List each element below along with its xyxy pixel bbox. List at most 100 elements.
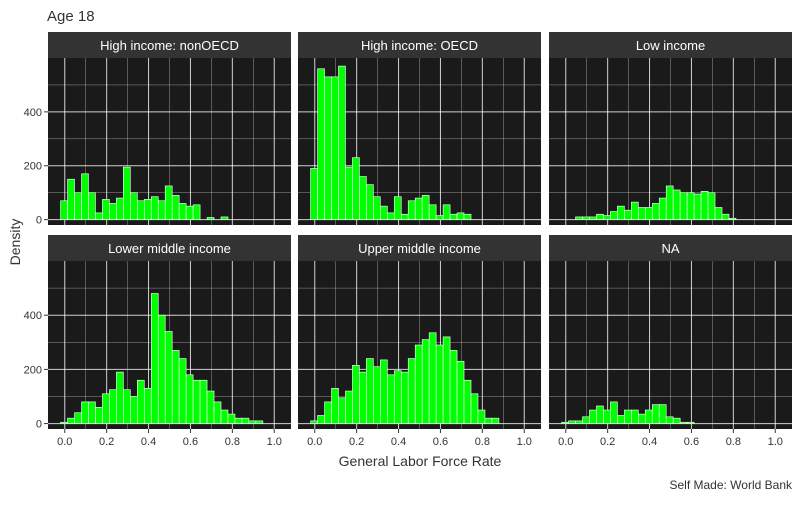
histogram-bar — [95, 407, 103, 424]
histogram-bar — [338, 397, 346, 424]
histogram-bar — [610, 401, 618, 424]
histogram-bar — [463, 379, 472, 424]
histogram-bar — [442, 336, 451, 424]
y-tick-label: 200 — [24, 161, 42, 173]
facet-panel: High income: nonOECD 0 200 400 — [24, 32, 291, 227]
histogram-bar — [707, 192, 716, 220]
histogram-bar — [714, 207, 723, 220]
histogram-bar — [310, 168, 318, 220]
histogram-bar — [463, 213, 472, 220]
histogram-bar — [150, 196, 159, 220]
histogram-bar — [109, 203, 117, 220]
histogram-bar — [199, 379, 208, 424]
histogram-bar — [366, 358, 374, 424]
histogram-bar — [359, 176, 367, 220]
histogram-bar — [164, 185, 173, 220]
histogram-bar — [150, 293, 159, 424]
histogram-bar — [428, 332, 437, 424]
histogram-bar — [721, 213, 730, 220]
histogram-bar — [456, 212, 465, 220]
histogram-bar — [400, 213, 409, 220]
histogram-bar — [331, 76, 339, 220]
x-tick-label: 0.4 — [141, 436, 156, 448]
y-tick-label: 0 — [36, 419, 42, 431]
y-tick-label: 0 — [36, 215, 42, 227]
histogram-bar — [157, 314, 166, 424]
histogram-bar — [582, 216, 590, 220]
x-tick-label: 1.0 — [768, 436, 783, 448]
y-tick-label: 400 — [24, 107, 42, 119]
histogram-bar — [624, 209, 632, 220]
histogram-bar — [435, 215, 444, 220]
histogram-bar — [310, 420, 318, 424]
x-axis-label: General Labor Force Rate — [339, 453, 502, 469]
histogram-bar — [561, 421, 569, 424]
histogram-bar — [589, 216, 597, 220]
y-tick-label: 400 — [24, 310, 42, 322]
histogram-bar — [679, 421, 688, 424]
histogram-bar — [123, 166, 131, 220]
histogram-bar — [665, 416, 674, 424]
histogram-bar — [171, 195, 180, 220]
histogram-bar — [651, 404, 660, 424]
histogram-bar — [60, 421, 68, 424]
histogram-bar — [575, 420, 583, 424]
facet-strip-label: NA — [661, 241, 679, 256]
histogram-bar — [624, 409, 632, 424]
facet-panel: Upper middle income 0.0 0.2 0.4 0.6 0.8 1.0 — [298, 235, 541, 448]
histogram-bar — [596, 405, 604, 424]
histogram-bar — [665, 185, 674, 220]
x-tick-label: 1.0 — [267, 436, 282, 448]
histogram-bar — [373, 366, 381, 424]
histogram-bar — [102, 393, 110, 424]
facet-strip — [298, 235, 541, 261]
facet-strip — [48, 32, 291, 58]
histogram-bar — [74, 412, 82, 424]
chart-caption: Self Made: World Bank — [669, 478, 793, 492]
x-tick-label: 0.0 — [57, 436, 72, 448]
histogram-bar — [74, 192, 82, 220]
histogram-bar — [206, 390, 215, 424]
histogram-bar — [414, 344, 423, 424]
histogram-bar — [686, 192, 695, 220]
facet-strip — [549, 32, 792, 58]
histogram-bar — [728, 217, 737, 220]
histogram-bar — [255, 420, 264, 424]
histogram-bar — [421, 195, 430, 220]
x-tick-label: 0.8 — [475, 436, 490, 448]
histogram-bar — [352, 157, 360, 220]
x-tick-label: 0.2 — [99, 436, 114, 448]
histogram-bar — [220, 216, 229, 220]
histogram-bar — [631, 409, 639, 424]
facet-strip-label: Lower middle income — [108, 241, 231, 256]
histogram-bar — [88, 401, 96, 424]
histogram-bar — [227, 413, 236, 424]
facet-strip — [48, 235, 291, 261]
histogram-bar — [81, 401, 89, 424]
histogram-bar — [241, 417, 250, 424]
facet-strip-label: Low income — [636, 38, 705, 53]
histogram-bar — [449, 350, 458, 424]
histogram-bar — [60, 200, 68, 220]
histogram-bar — [206, 217, 215, 220]
histogram-bar — [130, 192, 138, 220]
facet-strip-label: High income: OECD — [361, 38, 478, 53]
histogram-bar — [366, 184, 374, 220]
histogram-bar — [185, 205, 194, 220]
histogram-bar — [88, 192, 96, 220]
facet-panel: NA 0.0 0.2 0.4 0.6 0.8 1.0 — [549, 235, 792, 448]
facet-strip — [298, 32, 541, 58]
histogram-bar — [130, 396, 138, 424]
histogram-bar — [596, 213, 604, 220]
histogram-bar — [644, 409, 653, 424]
histogram-bar — [387, 212, 395, 220]
histogram-bar — [400, 371, 409, 424]
histogram-bar — [317, 415, 325, 424]
histogram-bar — [178, 358, 187, 424]
histogram-bar — [95, 212, 103, 220]
histogram-bar — [185, 374, 194, 424]
histogram-bar — [67, 178, 75, 220]
histogram-bar — [421, 339, 430, 424]
x-tick-label: 0.0 — [558, 436, 573, 448]
